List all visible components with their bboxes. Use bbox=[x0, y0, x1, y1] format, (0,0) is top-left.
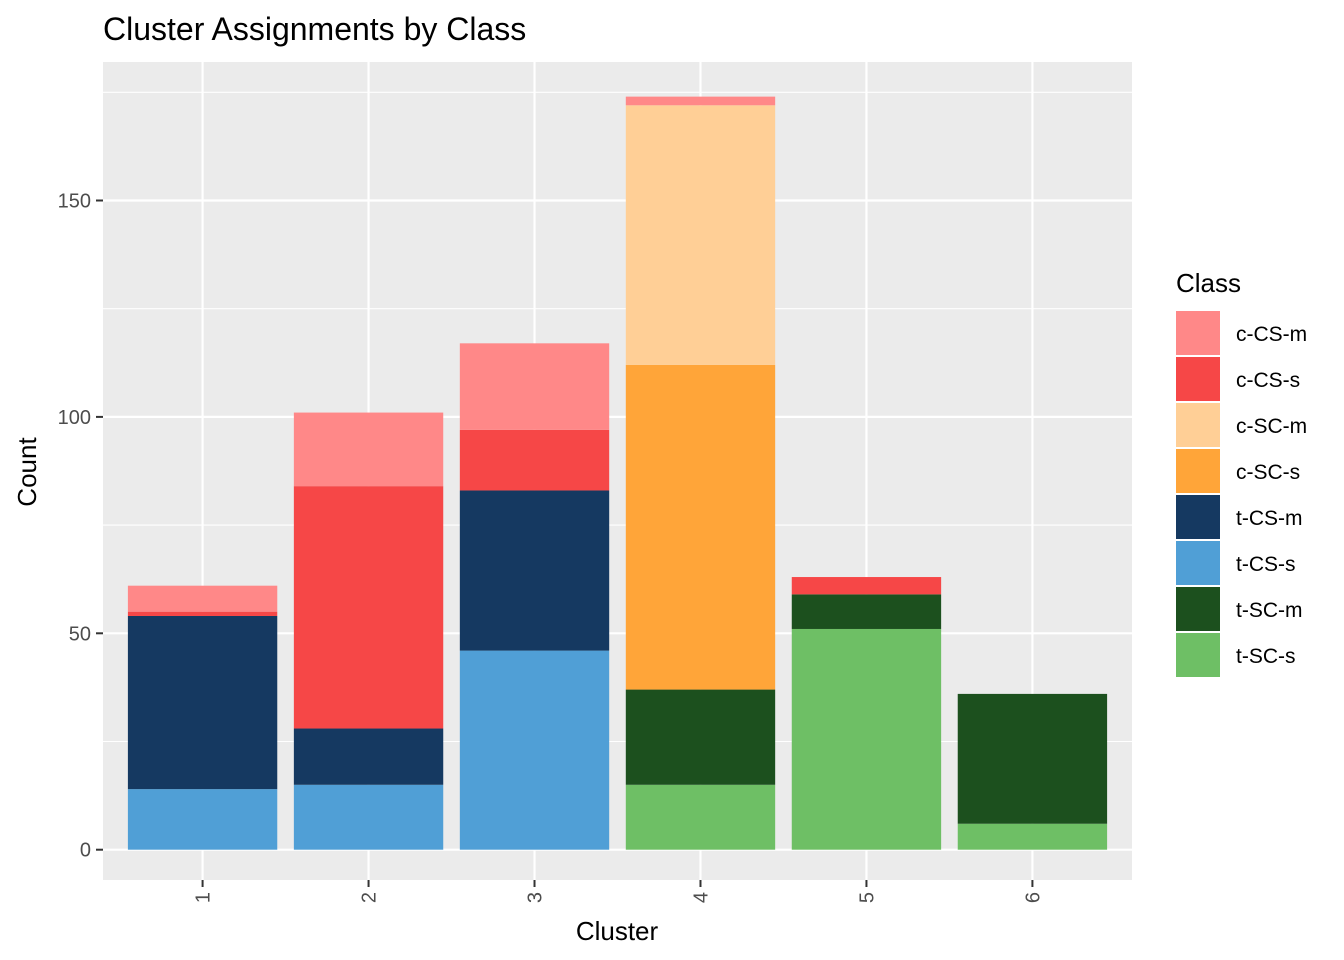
y-tick-label: 150 bbox=[58, 190, 91, 212]
y-tick-label: 0 bbox=[80, 840, 91, 862]
bar-segment bbox=[293, 412, 444, 487]
x-axis: 1 2 3 4 5 6 bbox=[193, 880, 1044, 903]
legend-label: t-SC-m bbox=[1236, 599, 1303, 622]
legend-label: t-CS-s bbox=[1236, 553, 1296, 576]
legend-label: t-CS-m bbox=[1236, 507, 1303, 530]
legend-label: c-SC-s bbox=[1236, 461, 1300, 484]
x-tick-label: 6 bbox=[1022, 892, 1044, 903]
bar-segment bbox=[625, 96, 776, 106]
legend-label: c-CS-m bbox=[1236, 323, 1307, 346]
bar-segment bbox=[625, 364, 776, 690]
legend-label: c-SC-m bbox=[1236, 415, 1307, 438]
bar-segment bbox=[791, 577, 942, 595]
legend-label: c-CS-s bbox=[1236, 369, 1300, 392]
x-tick-label: 5 bbox=[856, 892, 878, 903]
bar-segment bbox=[127, 611, 278, 616]
bar-segment bbox=[459, 429, 610, 491]
bar-segment bbox=[127, 615, 278, 790]
bar-segment bbox=[293, 486, 444, 729]
legend-label: t-SC-s bbox=[1236, 645, 1296, 668]
bar-segment bbox=[957, 693, 1108, 824]
legend-key bbox=[1176, 357, 1220, 401]
legend-key bbox=[1176, 633, 1220, 677]
legend-key bbox=[1176, 449, 1220, 493]
legend-title: Class bbox=[1176, 268, 1241, 298]
legend-key bbox=[1176, 541, 1220, 585]
x-axis-title: Cluster bbox=[576, 916, 659, 946]
bars bbox=[127, 96, 1108, 850]
chart-title: Cluster Assignments by Class bbox=[103, 11, 526, 47]
y-axis: 0 50 100 150 bbox=[58, 190, 103, 862]
bar-segment bbox=[957, 823, 1108, 850]
bar-segment bbox=[625, 689, 776, 785]
bar-segment bbox=[293, 784, 444, 850]
bar-segment bbox=[459, 490, 610, 651]
legend-key bbox=[1176, 403, 1220, 447]
x-tick-label: 1 bbox=[193, 892, 215, 903]
x-tick-label: 3 bbox=[525, 892, 547, 903]
y-tick-label: 100 bbox=[58, 407, 91, 429]
bar-segment bbox=[625, 105, 776, 365]
legend-key bbox=[1176, 495, 1220, 539]
bar-segment bbox=[791, 628, 942, 850]
bar-segment bbox=[459, 343, 610, 430]
bar-segment bbox=[625, 784, 776, 850]
legend-key bbox=[1176, 587, 1220, 631]
bar-segment bbox=[127, 789, 278, 850]
y-tick-label: 50 bbox=[69, 623, 91, 645]
x-tick-label: 2 bbox=[359, 892, 381, 903]
legend: Class c-CS-m c-CS-s c-SC-m c-SC-s t-CS-m t-CS… bbox=[1176, 268, 1307, 677]
x-tick-label: 4 bbox=[690, 892, 712, 903]
bar-segment bbox=[459, 650, 610, 850]
bar-segment bbox=[791, 594, 942, 629]
legend-key bbox=[1176, 311, 1220, 355]
y-axis-title: Count bbox=[12, 437, 42, 507]
bar-segment bbox=[293, 728, 444, 785]
bar-segment bbox=[127, 585, 278, 612]
